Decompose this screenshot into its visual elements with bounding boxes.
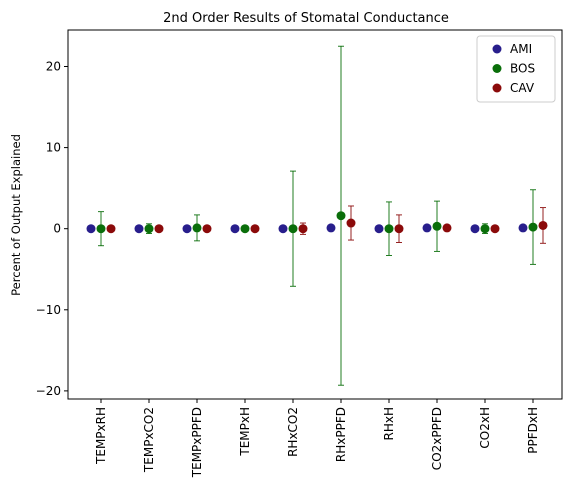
data-point <box>154 224 164 234</box>
x-tick-label: TEMPxH <box>238 407 252 457</box>
data-point <box>86 224 96 234</box>
y-tick-label: −20 <box>36 384 61 398</box>
data-point <box>192 223 202 233</box>
x-tick-label: TEMPxPPFD <box>190 407 204 478</box>
data-point <box>182 224 192 234</box>
data-point <box>230 224 240 234</box>
data-point <box>490 224 500 234</box>
data-point <box>374 224 384 234</box>
x-tick-label: PPFDxH <box>526 407 540 454</box>
chart-title: 2nd Order Results of Stomatal Conductanc… <box>163 11 449 26</box>
data-point <box>134 224 144 234</box>
data-point <box>528 222 538 232</box>
x-tick-label: TEMPxCO2 <box>142 407 156 473</box>
data-points <box>86 211 548 234</box>
data-point <box>96 224 106 234</box>
data-point <box>480 224 490 234</box>
legend-marker <box>492 83 502 93</box>
y-tick-label: 10 <box>46 141 61 155</box>
x-tick-label: TEMPxRH <box>94 407 108 465</box>
data-point <box>278 224 288 234</box>
x-tick-label: RHxCO2 <box>286 407 300 457</box>
data-point <box>538 220 548 230</box>
x-tick-label: RHxPPFD <box>334 407 348 462</box>
legend-label: BOS <box>510 62 535 76</box>
y-axis: −20 −10 0 10 20 <box>36 59 68 398</box>
data-point <box>240 224 250 234</box>
y-tick-label: 20 <box>46 59 61 73</box>
data-point <box>326 223 336 233</box>
data-point <box>432 221 442 231</box>
data-point <box>442 223 452 233</box>
y-tick-label: 0 <box>53 222 61 236</box>
x-tick-label: RHxH <box>382 407 396 441</box>
legend-label: AMI <box>510 42 532 56</box>
data-point <box>518 223 528 233</box>
y-axis-label: Percent of Output Explained <box>9 134 23 296</box>
data-point <box>422 223 432 233</box>
data-point <box>144 224 154 234</box>
x-tick-label: CO2xPPFD <box>430 407 444 470</box>
data-point <box>288 224 298 234</box>
data-point <box>336 211 346 221</box>
data-point <box>394 224 404 234</box>
data-point <box>298 224 308 234</box>
legend-label: CAV <box>510 81 535 95</box>
x-tick-label: CO2xH <box>478 407 492 449</box>
y-tick-label: −10 <box>36 303 61 317</box>
legend-marker <box>492 64 502 73</box>
data-point <box>250 224 260 234</box>
data-point <box>346 218 356 228</box>
plot-frame <box>67 29 563 400</box>
data-point <box>470 224 480 234</box>
x-axis: TEMPxRH TEMPxCO2 TEMPxPPFD TEMPxH RHxCO2 RHxP… <box>94 399 540 478</box>
data-point <box>384 224 394 234</box>
legend: AMI BOS CAV <box>476 35 556 103</box>
data-point <box>106 224 116 234</box>
legend-marker <box>492 44 502 54</box>
data-point <box>202 224 212 234</box>
